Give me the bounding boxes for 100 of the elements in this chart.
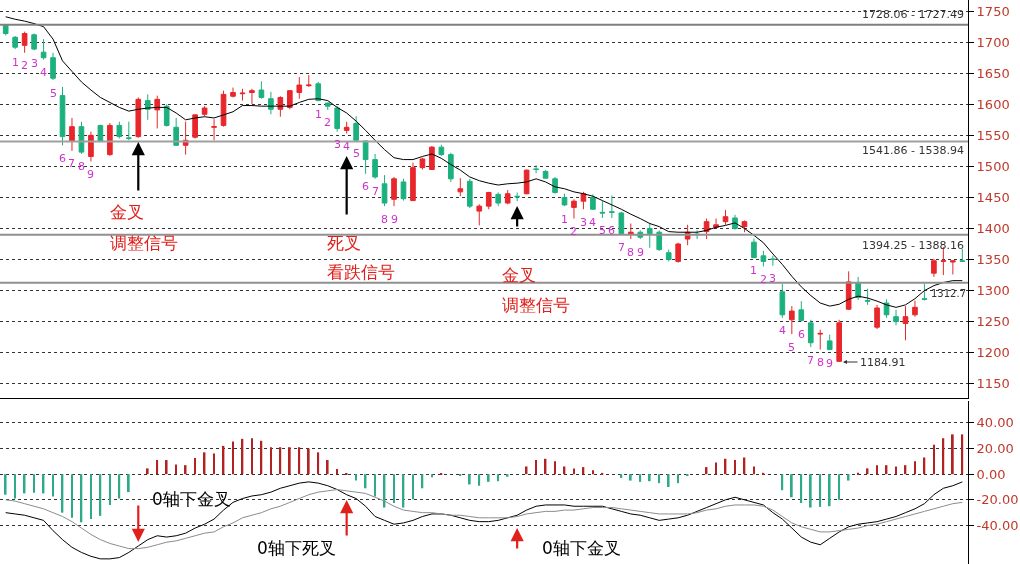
- candlestick: [571, 198, 577, 220]
- candlestick: [40, 38, 47, 61]
- candlestick: [372, 153, 378, 180]
- candlestick: [533, 164, 539, 174]
- candlestick: [485, 191, 492, 210]
- candlestick: [107, 122, 113, 157]
- bar: [487, 474, 490, 482]
- candlestick: [779, 283, 786, 319]
- y-tick-label: 1450: [976, 190, 1010, 205]
- candlestick: [78, 121, 85, 155]
- y-tick-label: 1300: [976, 283, 1010, 299]
- bar: [127, 474, 130, 493]
- bar: [819, 474, 822, 507]
- candlestick: [476, 203, 483, 226]
- candlestick: [665, 249, 672, 262]
- candlestick: [381, 174, 388, 207]
- candlestick: [59, 86, 66, 146]
- bar: [629, 474, 632, 481]
- bar: [118, 474, 121, 499]
- bar: [184, 465, 187, 475]
- candlestick: [798, 300, 805, 323]
- y-tick-label: 1600: [976, 96, 1010, 112]
- bar: [734, 460, 736, 475]
- y-tick-label: 1200: [976, 345, 1010, 361]
- text: 2: [324, 116, 331, 129]
- bar: [592, 470, 594, 475]
- candlestick: [249, 88, 255, 105]
- text: 7: [68, 157, 75, 170]
- bar: [90, 474, 92, 520]
- text: 7: [618, 241, 625, 254]
- candlestick: [523, 169, 530, 195]
- annotation: 1394.25 - 1388.16: [862, 239, 964, 252]
- text: 2: [21, 59, 28, 72]
- bar: [298, 447, 301, 475]
- candlestick: [410, 162, 416, 202]
- bar: [876, 465, 878, 475]
- candlestick: [599, 200, 606, 219]
- candlestick: [504, 189, 511, 205]
- text: 8: [381, 213, 388, 226]
- bar: [156, 460, 159, 475]
- y-tick-label: 20.00: [976, 441, 1014, 457]
- text: 6: [362, 180, 369, 193]
- annotation: 死叉: [327, 233, 361, 253]
- bar: [667, 474, 670, 487]
- candlestick: [912, 300, 918, 318]
- candlestick: [959, 248, 966, 263]
- bar: [914, 461, 916, 475]
- bar: [468, 474, 471, 485]
- candlestick: [789, 305, 795, 335]
- bar: [809, 474, 812, 508]
- candlestick: [277, 95, 284, 118]
- candlestick: [438, 144, 445, 157]
- candlestick: [258, 80, 265, 100]
- bar: [4, 474, 7, 495]
- bar: [847, 474, 850, 481]
- bar: [838, 474, 841, 500]
- candlestick: [343, 121, 350, 134]
- candlestick: [893, 309, 899, 326]
- text: 9: [826, 357, 833, 370]
- y-tick-label: 1350: [976, 252, 1010, 268]
- text: 9: [637, 246, 644, 259]
- bar: [828, 474, 831, 507]
- y-tick-label: -40.00: [976, 518, 1019, 534]
- candlestick: [457, 177, 464, 197]
- candlestick: [220, 90, 227, 128]
- annotation: 金叉: [502, 265, 536, 285]
- text: 1: [315, 108, 322, 121]
- bar: [232, 441, 234, 475]
- bar: [326, 460, 329, 475]
- text: 6: [798, 328, 805, 341]
- bar: [951, 434, 954, 475]
- text: 9: [87, 168, 94, 181]
- candlestick: [542, 169, 549, 180]
- candlestick: [931, 258, 937, 278]
- bar: [279, 447, 282, 475]
- text: 3: [334, 138, 341, 151]
- candlestick: [201, 105, 208, 117]
- candlestick: [429, 145, 435, 171]
- candlestick: [751, 237, 757, 259]
- text: 3: [580, 216, 587, 229]
- y-tick-label: 1750: [976, 3, 1010, 19]
- candlestick: [864, 288, 871, 306]
- candlestick: [646, 222, 653, 249]
- bar: [194, 458, 196, 475]
- text: 3: [31, 57, 38, 70]
- candlestick: [97, 124, 104, 143]
- y-tick-label: 1550: [976, 127, 1010, 143]
- text: 8: [78, 160, 85, 173]
- text: 8: [627, 246, 634, 259]
- text: 7: [372, 185, 379, 198]
- bar: [288, 447, 291, 475]
- bar: [677, 474, 680, 484]
- text: 6: [608, 224, 615, 237]
- candlestick: [950, 260, 956, 275]
- bar: [961, 434, 964, 475]
- candlestick: [874, 304, 880, 330]
- bar: [895, 466, 897, 475]
- candlestick: [69, 117, 75, 152]
- text: 5: [599, 224, 606, 237]
- bar: [336, 469, 339, 475]
